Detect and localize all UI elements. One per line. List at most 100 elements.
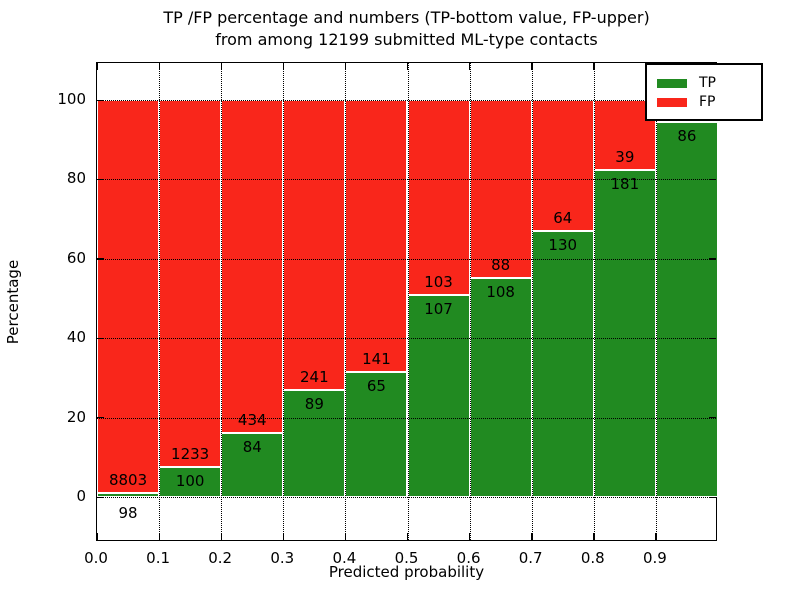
x-tick-bottom — [531, 533, 533, 540]
bar-fp-count: 141 — [362, 349, 391, 368]
bar-tp-count: 98 — [118, 504, 138, 522]
h-gridline — [97, 179, 716, 181]
bar-tp-count: 89 — [304, 394, 324, 413]
bar-fp-count: 434 — [237, 410, 267, 429]
x-tick-label: 0.7 — [518, 549, 543, 567]
y-tick-left — [97, 417, 104, 419]
h-gridline — [97, 417, 716, 419]
y-tick-left — [97, 337, 104, 340]
x-tick-label: 0.2 — [208, 549, 233, 567]
x-tick-label: 0.6 — [456, 549, 481, 567]
x-tick-bottom — [220, 533, 223, 540]
legend-swatch-fp — [657, 97, 687, 107]
y-tick-label: 80 — [66, 169, 86, 188]
bar-segment-tp — [283, 389, 346, 497]
v-gridline — [283, 63, 285, 540]
bar-fp-count: 103 — [424, 272, 453, 291]
bar-tp-count: 84 — [242, 437, 262, 456]
h-gridline — [97, 258, 716, 260]
y-tick-label: 60 — [66, 248, 86, 267]
plot-area: 8803 98 1233 100 434 84 241 89 141 65 103 107 88 108 6… — [96, 62, 718, 541]
y-tick-right — [709, 496, 716, 498]
bar-tp-count: 100 — [175, 472, 205, 491]
x-tick-top — [469, 63, 471, 70]
y-tick-label: 0 — [76, 487, 86, 505]
bar-segment-tp — [593, 170, 656, 497]
x-tick-bottom — [158, 533, 160, 540]
x-tick-label: 0.8 — [580, 549, 605, 567]
bar-tp-count: 108 — [486, 283, 515, 302]
h-gridline — [97, 100, 716, 101]
v-gridline — [593, 63, 595, 540]
chart-title: TP /FP percentage and numbers (TP-bottom… — [96, 7, 717, 51]
v-gridline — [221, 63, 223, 540]
v-gridline — [531, 63, 533, 540]
x-tick-bottom — [96, 533, 98, 540]
y-tick-label: 20 — [66, 407, 86, 426]
y-tick-label: 40 — [66, 328, 86, 347]
x-tick-bottom — [407, 533, 409, 540]
legend-item: TP — [657, 75, 751, 91]
chart-title-line2: from among 12199 submitted ML-type conta… — [215, 30, 598, 49]
legend-item: FP — [657, 94, 751, 110]
v-gridline — [469, 63, 471, 540]
x-tick-top — [220, 63, 223, 70]
bar-segment-tp — [97, 492, 160, 497]
legend-label: TP — [699, 75, 716, 91]
x-tick-label: 0.0 — [84, 549, 108, 567]
bar-tp-count: 181 — [610, 175, 640, 194]
y-tick-right — [709, 178, 716, 181]
bar-segment-tp — [159, 467, 222, 497]
legend-swatch-tp — [657, 78, 687, 88]
bar-fp-count: 8803 — [108, 470, 148, 489]
v-gridline — [345, 63, 347, 540]
bar-segment-fp — [283, 100, 346, 390]
bar-fp-count: 241 — [300, 367, 329, 386]
x-tick-label: 0.4 — [332, 549, 357, 567]
v-gridline — [655, 63, 657, 540]
y-tick-left — [97, 258, 104, 260]
legend-label: FP — [699, 94, 716, 110]
y-tick-left — [97, 178, 104, 181]
x-tick-top — [531, 63, 533, 70]
x-axis-label: Predicted probability — [328, 563, 485, 581]
x-tick-bottom — [655, 533, 657, 540]
y-tick-right — [709, 258, 716, 260]
x-tick-bottom — [282, 533, 285, 540]
bar-segment-tp — [221, 432, 284, 497]
y-tick-left — [97, 99, 104, 101]
bar-fp-count: 88 — [491, 256, 511, 275]
bar-tp-count: 130 — [548, 236, 578, 254]
bar-segment-tp — [345, 371, 408, 497]
x-tick-bottom — [344, 533, 347, 540]
x-tick-bottom — [469, 533, 471, 540]
bar-segment-tp — [531, 231, 594, 497]
bar-tp-count: 86 — [677, 126, 697, 145]
x-tick-top — [282, 63, 285, 70]
y-tick-right — [709, 417, 716, 419]
bar-segment-fp — [159, 100, 222, 468]
bar-fp-count: 64 — [553, 209, 573, 227]
x-tick-top — [593, 63, 595, 70]
bar-segment-fp — [97, 100, 160, 493]
bar-segment-tp — [407, 294, 470, 497]
x-tick-top — [158, 63, 160, 70]
x-tick-top — [407, 63, 409, 70]
bar-tp-count: 107 — [424, 299, 453, 318]
x-tick-label: 0.1 — [146, 549, 171, 567]
bar-segment-fp — [407, 100, 470, 295]
h-gridline — [97, 338, 716, 340]
chart-title-line1: TP /FP percentage and numbers (TP-bottom… — [163, 8, 650, 27]
v-gridline — [159, 63, 161, 540]
y-axis-label: Percentage — [4, 259, 22, 345]
bar-tp-count: 65 — [366, 376, 386, 395]
v-gridline — [407, 63, 409, 540]
y-tick-left — [97, 496, 104, 498]
bar-segment-tp — [469, 278, 532, 497]
h-gridline — [97, 497, 716, 498]
x-tick-top — [344, 63, 347, 70]
bar-segment-fp — [221, 100, 284, 433]
x-tick-label: 0.9 — [642, 549, 667, 567]
x-tick-label: 0.3 — [270, 549, 295, 567]
